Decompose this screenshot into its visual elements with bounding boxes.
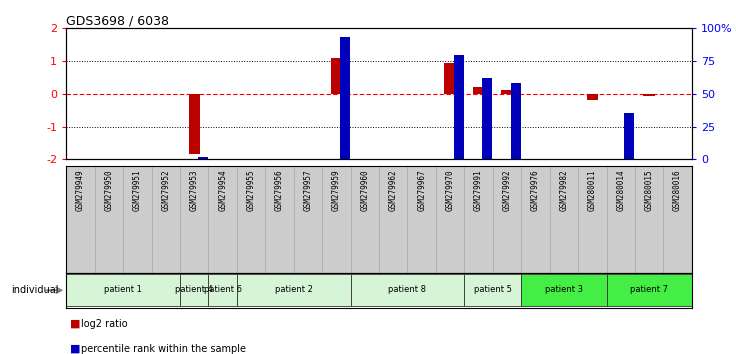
Text: GSM279991: GSM279991 — [474, 170, 483, 211]
Text: individual: individual — [11, 285, 59, 295]
Bar — [188, 94, 200, 154]
Text: GSM279950: GSM279950 — [105, 170, 113, 211]
Bar — [473, 87, 484, 94]
Text: patient 3: patient 3 — [545, 285, 583, 294]
Text: GSM279957: GSM279957 — [303, 170, 313, 211]
Bar — [198, 157, 208, 159]
Text: GSM279982: GSM279982 — [559, 170, 568, 211]
Text: patient 8: patient 8 — [389, 285, 426, 294]
Text: ■: ■ — [70, 344, 80, 354]
Text: GSM280016: GSM280016 — [673, 170, 682, 211]
Bar — [340, 38, 350, 159]
Text: GSM279955: GSM279955 — [247, 170, 255, 211]
Text: GSM279953: GSM279953 — [190, 170, 199, 211]
Text: GSM279967: GSM279967 — [417, 170, 426, 211]
Bar — [501, 90, 513, 94]
Text: GSM279992: GSM279992 — [503, 170, 512, 211]
Bar — [511, 83, 520, 159]
Text: GSM279976: GSM279976 — [531, 170, 540, 211]
Bar — [453, 55, 464, 159]
Text: GSM279962: GSM279962 — [389, 170, 397, 211]
Text: GSM279959: GSM279959 — [332, 170, 341, 211]
Bar — [330, 58, 342, 94]
Bar — [66, 274, 180, 306]
Bar — [445, 63, 456, 94]
Bar — [606, 274, 692, 306]
Text: GSM279949: GSM279949 — [76, 170, 85, 211]
Bar — [521, 274, 606, 306]
Text: log2 ratio: log2 ratio — [81, 319, 127, 329]
Text: GSM279970: GSM279970 — [445, 170, 455, 211]
Text: ■: ■ — [70, 319, 80, 329]
Bar — [208, 274, 237, 306]
Bar — [624, 113, 634, 159]
Bar — [587, 94, 598, 100]
Text: percentile rank within the sample: percentile rank within the sample — [81, 344, 246, 354]
Text: patient 6: patient 6 — [204, 285, 241, 294]
Bar — [350, 274, 464, 306]
Text: GSM279951: GSM279951 — [132, 170, 142, 211]
Bar — [482, 78, 492, 159]
Text: GDS3698 / 6038: GDS3698 / 6038 — [66, 14, 169, 27]
Text: GSM279952: GSM279952 — [161, 170, 170, 211]
Bar — [180, 274, 208, 306]
Text: GSM279956: GSM279956 — [275, 170, 284, 211]
Text: patient 4: patient 4 — [175, 285, 213, 294]
Bar — [643, 94, 655, 96]
Bar — [237, 274, 350, 306]
Text: GSM280014: GSM280014 — [616, 170, 626, 211]
Text: patient 7: patient 7 — [630, 285, 668, 294]
Text: patient 1: patient 1 — [105, 285, 142, 294]
Text: GSM279960: GSM279960 — [361, 170, 369, 211]
Text: patient 5: patient 5 — [474, 285, 512, 294]
Text: GSM280011: GSM280011 — [588, 170, 597, 211]
Text: patient 2: patient 2 — [275, 285, 313, 294]
Text: GSM279954: GSM279954 — [218, 170, 227, 211]
Text: GSM280015: GSM280015 — [645, 170, 654, 211]
Bar — [464, 274, 521, 306]
